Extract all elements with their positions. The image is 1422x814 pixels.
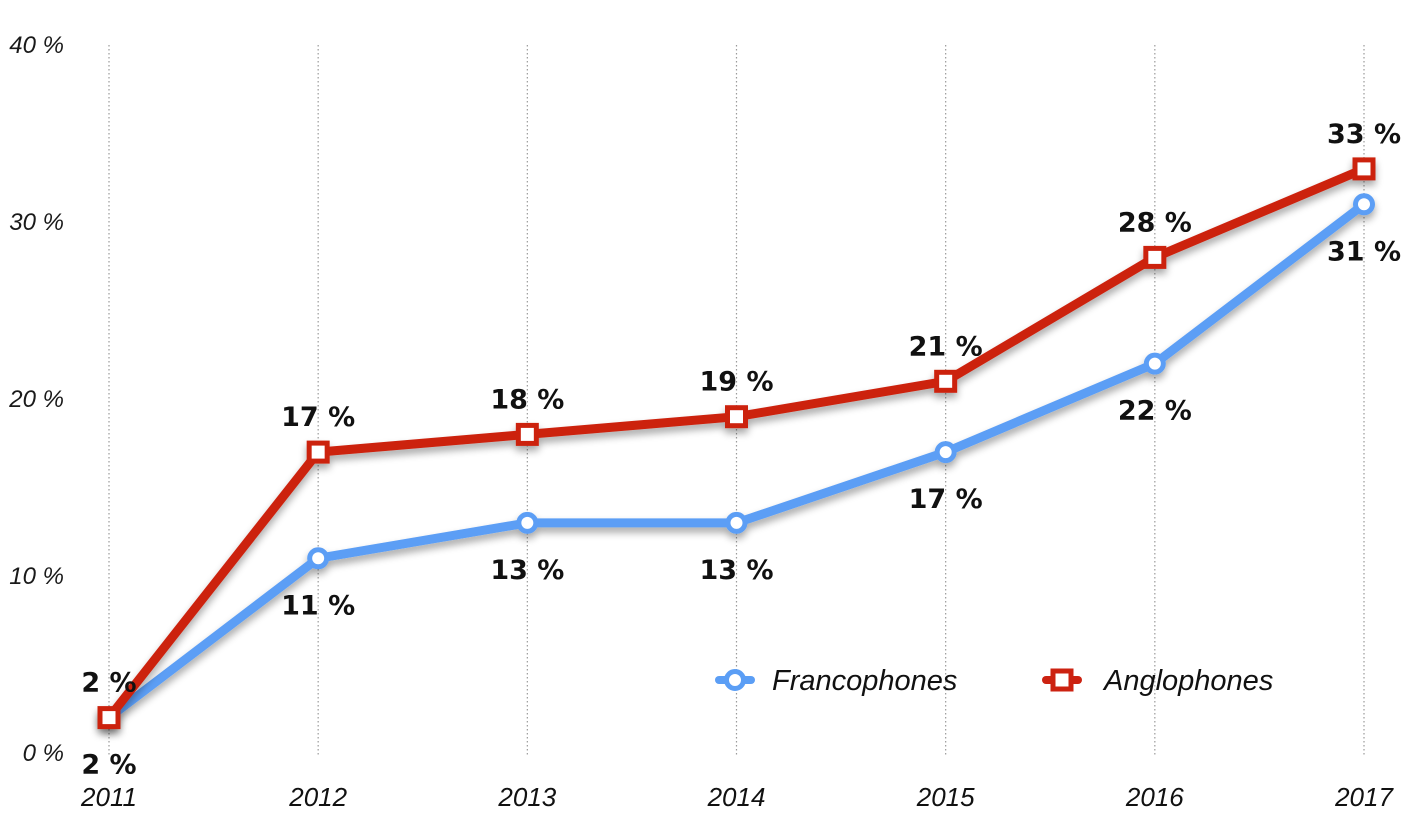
data-label: 28 % (1118, 207, 1192, 238)
data-point (515, 422, 539, 446)
data-point (1353, 193, 1375, 216)
x-tick-label: 2011 (80, 782, 137, 812)
y-axis: 0 % 10 % 20 % 30 % 40 % (8, 32, 64, 767)
data-point (516, 511, 539, 534)
data-point (306, 440, 330, 464)
data-label: 17 % (281, 402, 355, 433)
data-point (934, 369, 958, 393)
data-label: 19 % (699, 367, 773, 398)
x-tick-label: 2017 (1334, 782, 1394, 812)
data-label: 13 % (490, 555, 564, 586)
series-line-anglophones (104, 164, 1369, 723)
legend-item-francophones: Francophones (715, 665, 957, 697)
data-point (1143, 352, 1166, 375)
x-tick-label: 2012 (288, 782, 347, 812)
legend-marker (724, 669, 746, 691)
gridlines (108, 45, 1365, 756)
y-tick-label: 40 % (9, 32, 64, 59)
data-point (307, 547, 330, 570)
x-tick-label: 2015 (916, 782, 975, 812)
data-label: 18 % (490, 384, 564, 415)
legend-marker (1050, 668, 1074, 692)
x-tick-label: 2016 (1125, 782, 1184, 812)
series-francophones (98, 193, 1375, 729)
data-label: 2 % (81, 668, 136, 699)
data-labels: 2 % 11 % 13 % 13 % 17 % 22 % 31 % 2 % 17 % 18 % 19… (81, 119, 1401, 781)
data-label: 11 % (281, 590, 355, 621)
data-point (934, 441, 957, 464)
data-point (1143, 245, 1167, 269)
y-tick-label: 0 % (23, 740, 64, 767)
data-label: 31 % (1327, 236, 1401, 267)
x-axis: 2011 2012 2013 2014 2015 2016 2017 (80, 782, 1394, 812)
y-tick-label: 20 % (8, 386, 64, 413)
x-tick-label: 2014 (707, 782, 766, 812)
series (97, 157, 1376, 730)
data-label: 22 % (1118, 396, 1192, 427)
data-label: 2 % (81, 750, 136, 781)
data-point (725, 405, 748, 429)
data-point (725, 511, 748, 534)
y-tick-label: 30 % (9, 209, 64, 236)
legend-label: Anglophones (1102, 665, 1273, 697)
data-label: 17 % (909, 484, 983, 515)
legend-item-anglophones: Anglophones (1042, 665, 1273, 697)
data-point (1352, 157, 1376, 181)
legend-label: Francophones (772, 665, 957, 697)
data-label: 21 % (909, 331, 983, 362)
y-tick-label: 10 % (9, 563, 64, 590)
series-anglophones (97, 157, 1376, 730)
data-label: 33 % (1327, 119, 1401, 150)
data-point (97, 706, 121, 730)
x-tick-label: 2013 (497, 782, 556, 812)
legend: Francophones Anglophones (715, 665, 1273, 697)
data-label: 13 % (699, 555, 773, 586)
